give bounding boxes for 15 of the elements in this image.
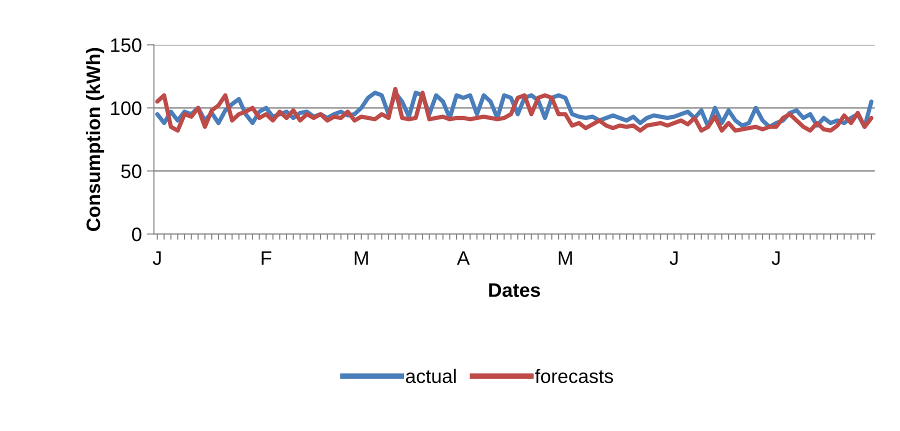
x-tick-label: F	[262, 251, 272, 265]
y-axis-title: Consumption (kWh)	[86, 48, 104, 231]
x-tick-label: J	[772, 251, 780, 265]
x-tick-label: J	[152, 251, 161, 265]
legend-label: forecasts	[535, 368, 613, 384]
y-tick-label: 0	[132, 228, 142, 242]
y-tick-label: 50	[121, 164, 142, 178]
x-tick-label: A	[456, 251, 470, 265]
x-tick-label: M	[558, 251, 572, 265]
x-tick-label: J	[670, 251, 678, 265]
x-axis-title: Dates	[489, 283, 540, 297]
legend-label: actual	[406, 368, 456, 384]
y-tick-label: 150	[111, 38, 142, 52]
y-tick-label: 100	[111, 101, 142, 116]
x-tick-label: M	[354, 251, 368, 265]
